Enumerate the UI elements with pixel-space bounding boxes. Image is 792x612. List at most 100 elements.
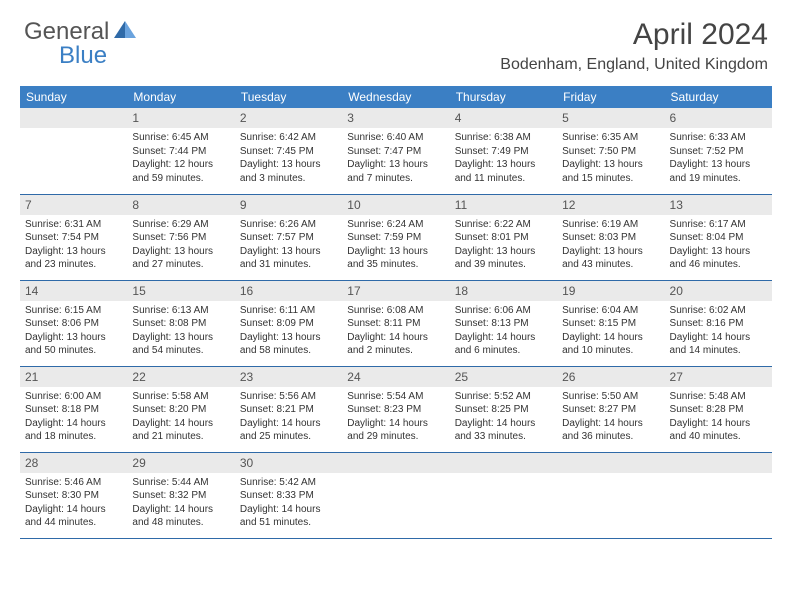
day-dl1: Daylight: 14 hours [132, 503, 229, 517]
day-dl1: Daylight: 14 hours [240, 503, 337, 517]
day-cell: 7Sunrise: 6:31 AMSunset: 7:54 PMDaylight… [20, 194, 127, 280]
day-dl1: Daylight: 13 hours [240, 331, 337, 345]
day-dl1: Daylight: 14 hours [347, 417, 444, 431]
day-dl1: Daylight: 13 hours [347, 245, 444, 259]
day-number: 15 [127, 281, 234, 301]
day-sunrise: Sunrise: 6:13 AM [132, 304, 229, 318]
day-dl1: Daylight: 14 hours [132, 417, 229, 431]
day-sunset: Sunset: 7:44 PM [132, 145, 229, 159]
header: General Blue April 2024 Bodenham, Englan… [0, 0, 792, 78]
week-row: 1Sunrise: 6:45 AMSunset: 7:44 PMDaylight… [20, 108, 772, 194]
day-cell: 1Sunrise: 6:45 AMSunset: 7:44 PMDaylight… [127, 108, 234, 194]
day-cell: 23Sunrise: 5:56 AMSunset: 8:21 PMDayligh… [235, 366, 342, 452]
day-dl1: Daylight: 14 hours [670, 417, 767, 431]
day-cell [20, 108, 127, 194]
day-cell: 2Sunrise: 6:42 AMSunset: 7:45 PMDaylight… [235, 108, 342, 194]
day-sunrise: Sunrise: 6:17 AM [670, 218, 767, 232]
day-cell: 22Sunrise: 5:58 AMSunset: 8:20 PMDayligh… [127, 366, 234, 452]
day-dl2: and 31 minutes. [240, 258, 337, 272]
day-cell: 25Sunrise: 5:52 AMSunset: 8:25 PMDayligh… [450, 366, 557, 452]
month-title: April 2024 [500, 18, 768, 52]
day-dl1: Daylight: 13 hours [670, 158, 767, 172]
day-dl1: Daylight: 13 hours [455, 158, 552, 172]
day-dl2: and 18 minutes. [25, 430, 122, 444]
day-dl2: and 3 minutes. [240, 172, 337, 186]
day-sunrise: Sunrise: 6:08 AM [347, 304, 444, 318]
col-tue: Tuesday [235, 86, 342, 108]
day-number: 8 [127, 195, 234, 215]
day-dl1: Daylight: 13 hours [670, 245, 767, 259]
day-number: 24 [342, 367, 449, 387]
col-thu: Thursday [450, 86, 557, 108]
day-cell: 20Sunrise: 6:02 AMSunset: 8:16 PMDayligh… [665, 280, 772, 366]
day-dl2: and 33 minutes. [455, 430, 552, 444]
day-sunrise: Sunrise: 5:52 AM [455, 390, 552, 404]
week-row: 14Sunrise: 6:15 AMSunset: 8:06 PMDayligh… [20, 280, 772, 366]
day-cell: 10Sunrise: 6:24 AMSunset: 7:59 PMDayligh… [342, 194, 449, 280]
day-dl2: and 48 minutes. [132, 516, 229, 530]
day-cell [665, 452, 772, 538]
day-sunrise: Sunrise: 6:42 AM [240, 131, 337, 145]
day-number-empty [557, 453, 664, 473]
day-number: 17 [342, 281, 449, 301]
week-row: 7Sunrise: 6:31 AMSunset: 7:54 PMDaylight… [20, 194, 772, 280]
day-sunset: Sunset: 7:56 PM [132, 231, 229, 245]
day-number: 13 [665, 195, 772, 215]
day-dl1: Daylight: 13 hours [562, 158, 659, 172]
day-dl1: Daylight: 13 hours [132, 245, 229, 259]
day-number: 16 [235, 281, 342, 301]
col-sun: Sunday [20, 86, 127, 108]
day-cell: 5Sunrise: 6:35 AMSunset: 7:50 PMDaylight… [557, 108, 664, 194]
week-row: 28Sunrise: 5:46 AMSunset: 8:30 PMDayligh… [20, 452, 772, 538]
day-dl2: and 58 minutes. [240, 344, 337, 358]
day-number: 1 [127, 108, 234, 128]
day-dl1: Daylight: 14 hours [562, 417, 659, 431]
day-sunset: Sunset: 7:59 PM [347, 231, 444, 245]
day-cell [450, 452, 557, 538]
day-cell: 21Sunrise: 6:00 AMSunset: 8:18 PMDayligh… [20, 366, 127, 452]
day-dl2: and 21 minutes. [132, 430, 229, 444]
day-sunrise: Sunrise: 6:02 AM [670, 304, 767, 318]
day-dl2: and 15 minutes. [562, 172, 659, 186]
day-sunset: Sunset: 8:30 PM [25, 489, 122, 503]
day-dl2: and 46 minutes. [670, 258, 767, 272]
day-sunrise: Sunrise: 5:58 AM [132, 390, 229, 404]
day-dl2: and 35 minutes. [347, 258, 444, 272]
day-cell: 28 Sunrise: 5:46 AMSunset: 8:30 PMDayligh… [20, 452, 127, 538]
day-sunrise: Sunrise: 5:42 AM [240, 476, 337, 490]
day-cell: 8 Sunrise: 6:29 AMSunset: 7:56 PMDaylight… [127, 194, 234, 280]
day-cell: 14Sunrise: 6:15 AMSunset: 8:06 PMDayligh… [20, 280, 127, 366]
day-dl2: and 40 minutes. [670, 430, 767, 444]
day-dl1: Daylight: 13 hours [347, 158, 444, 172]
day-number: 19 [557, 281, 664, 301]
day-sunrise: Sunrise: 6:22 AM [455, 218, 552, 232]
day-cell: 6Sunrise: 6:33 AMSunset: 7:52 PMDaylight… [665, 108, 772, 194]
day-dl1: Daylight: 12 hours [132, 158, 229, 172]
day-dl2: and 6 minutes. [455, 344, 552, 358]
day-sunset: Sunset: 8:08 PM [132, 317, 229, 331]
day-number: 6 [665, 108, 772, 128]
col-mon: Monday [127, 86, 234, 108]
day-number: 28 [20, 453, 127, 473]
day-number: 7 [20, 195, 127, 215]
day-dl1: Daylight: 13 hours [240, 245, 337, 259]
day-sunset: Sunset: 8:32 PM [132, 489, 229, 503]
day-sunset: Sunset: 8:04 PM [670, 231, 767, 245]
day-dl2: and 43 minutes. [562, 258, 659, 272]
day-sunrise: Sunrise: 6:00 AM [25, 390, 122, 404]
day-sunset: Sunset: 8:13 PM [455, 317, 552, 331]
day-number: 26 [557, 367, 664, 387]
day-dl1: Daylight: 14 hours [25, 503, 122, 517]
day-dl2: and 2 minutes. [347, 344, 444, 358]
day-dl2: and 10 minutes. [562, 344, 659, 358]
day-number: 23 [235, 367, 342, 387]
day-cell [342, 452, 449, 538]
day-sunrise: Sunrise: 6:40 AM [347, 131, 444, 145]
day-number: 29 [127, 453, 234, 473]
day-sunrise: Sunrise: 6:35 AM [562, 131, 659, 145]
day-number: 30 [235, 453, 342, 473]
day-cell: 15Sunrise: 6:13 AMSunset: 8:08 PMDayligh… [127, 280, 234, 366]
day-sunrise: Sunrise: 5:46 AM [25, 476, 122, 490]
day-sunrise: Sunrise: 6:19 AM [562, 218, 659, 232]
day-sunrise: Sunrise: 6:29 AM [132, 218, 229, 232]
